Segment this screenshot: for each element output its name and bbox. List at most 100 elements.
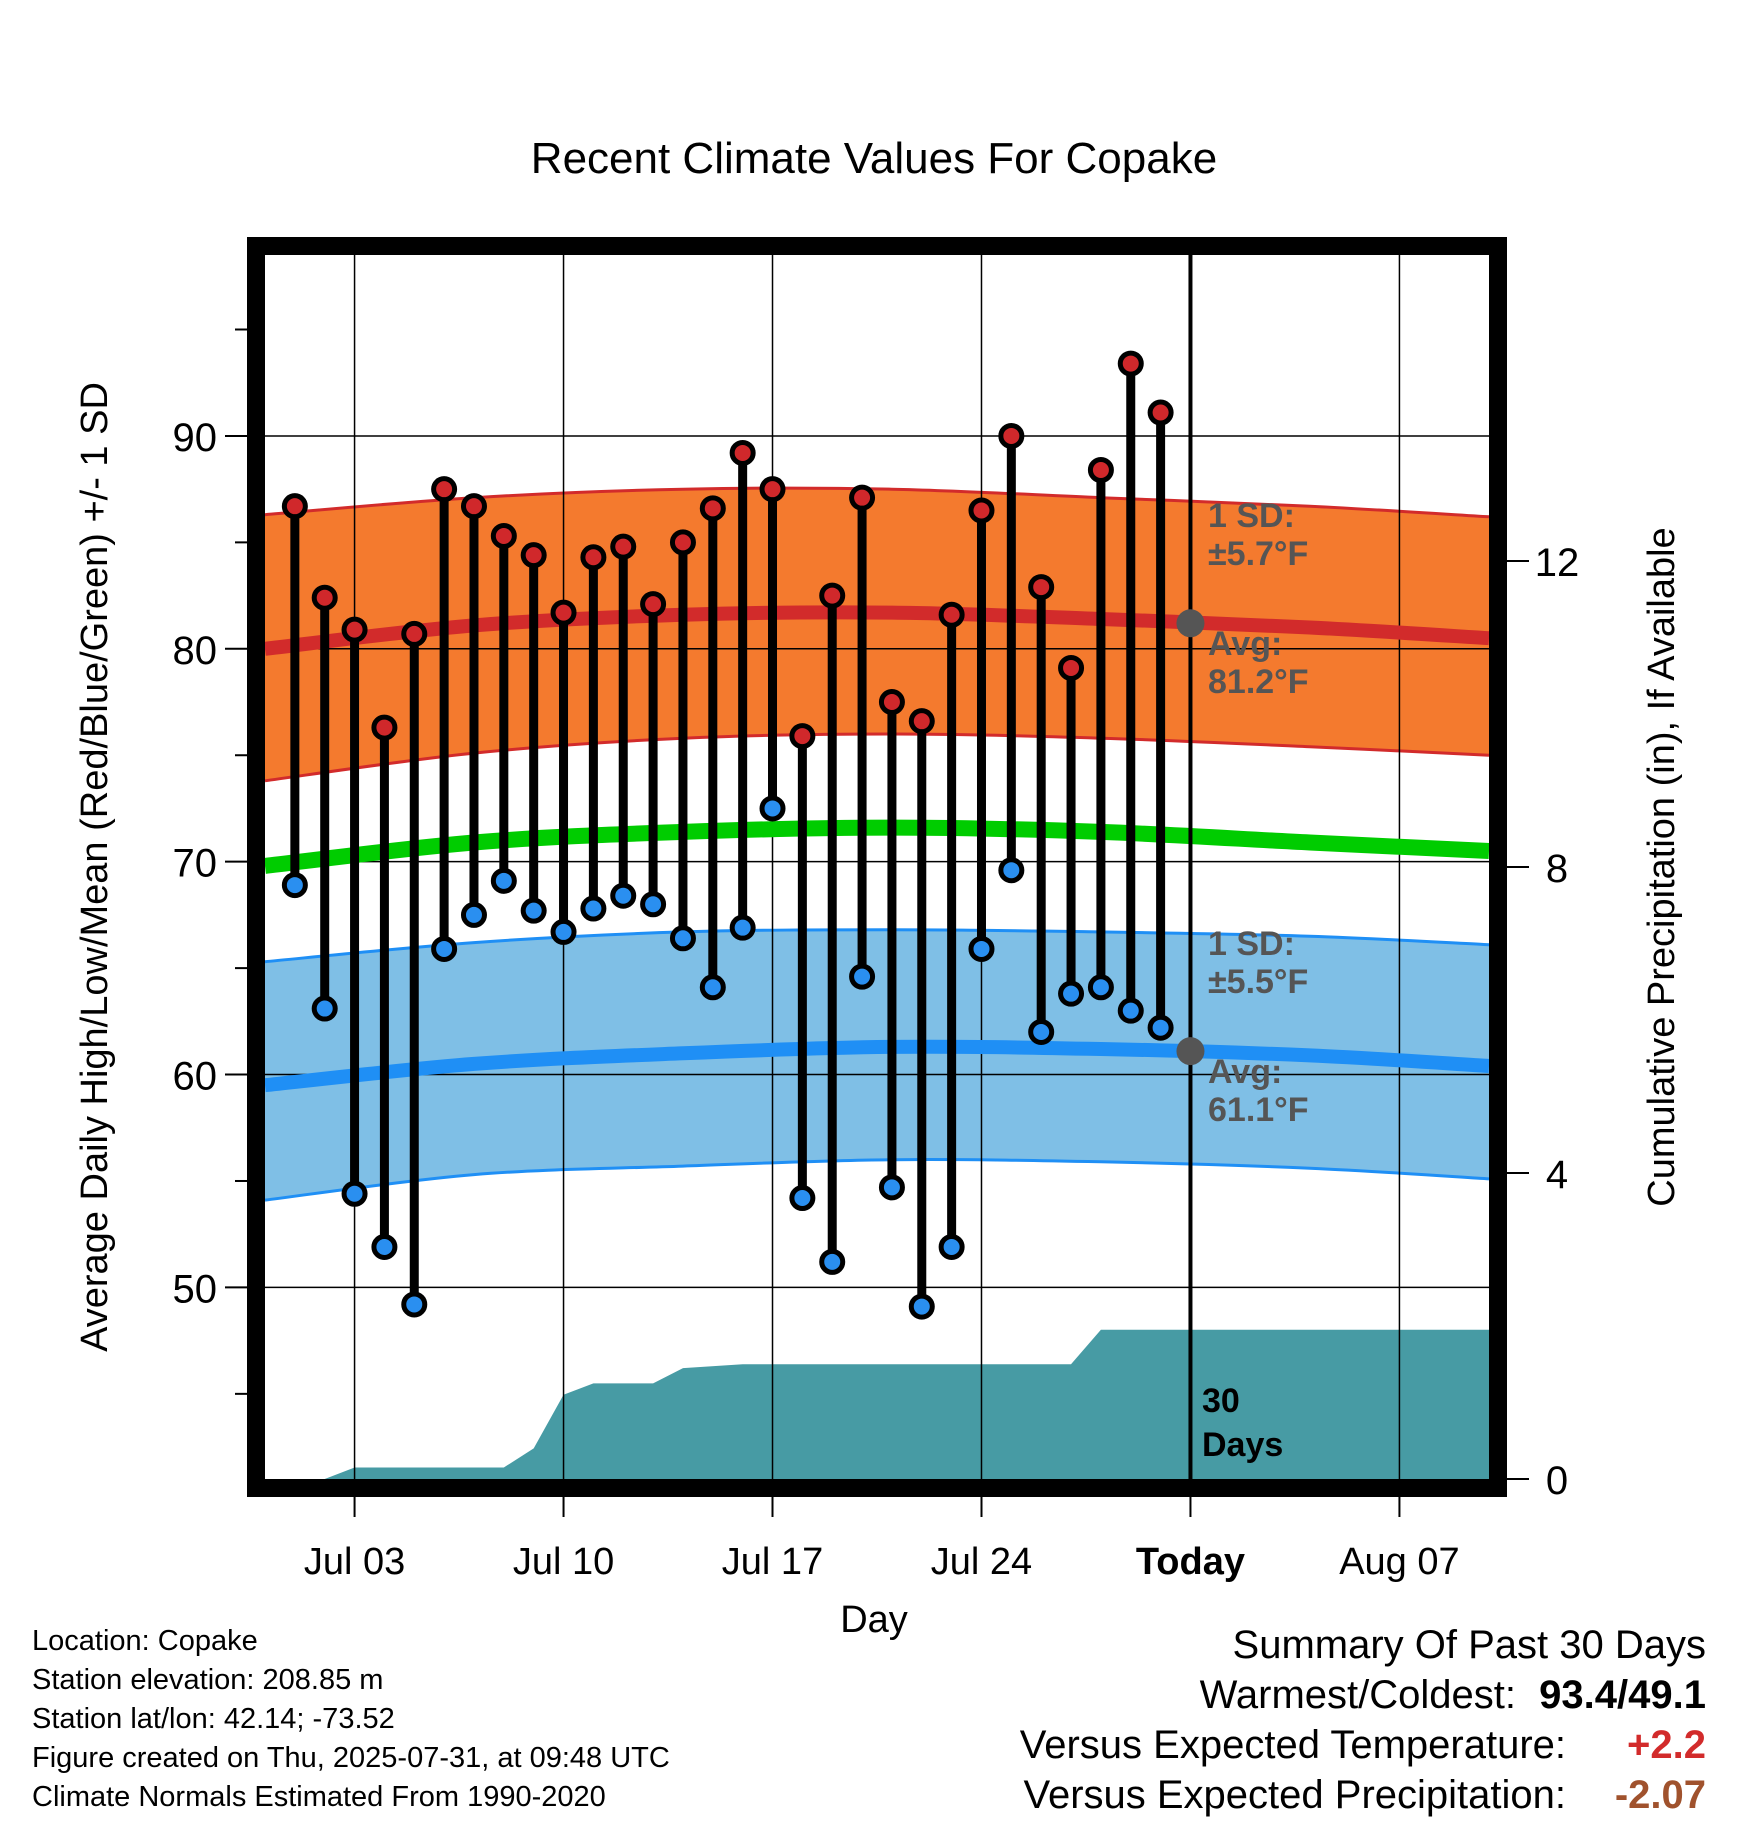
daily-high-point <box>1058 654 1085 681</box>
precip-vs-expected-value: -2.07 <box>1614 1773 1706 1817</box>
daily-high-point <box>610 533 637 560</box>
daily-high-point <box>640 591 667 618</box>
summary-warmest-coldest: Warmest/Coldest: 93.4/49.1 <box>1020 1670 1706 1720</box>
daily-high-point <box>849 484 876 511</box>
daily-low-point <box>908 1293 935 1320</box>
daily-high-point <box>311 584 338 611</box>
daily-low-point <box>1147 1014 1174 1041</box>
station-elevation: Station elevation: 208.85 m <box>32 1664 384 1696</box>
daily-low-point <box>968 935 995 962</box>
daily-high-point <box>669 529 696 556</box>
low-normal-band <box>265 929 1489 1201</box>
daily-low-point <box>460 901 487 928</box>
daily-low-point <box>1117 997 1144 1024</box>
warmest-coldest-label: Warmest/Coldest: <box>1199 1673 1516 1717</box>
warmest-coldest-value: 93.4/49.1 <box>1539 1673 1706 1717</box>
daily-low-point <box>729 914 756 941</box>
high-sd-label: 1 SD: <box>1208 497 1295 535</box>
low-avg-value: 61.1°F <box>1208 1091 1309 1129</box>
precip-vs-expected-label: Versus Expected Precipitation: <box>1023 1773 1566 1817</box>
high-normal-band <box>265 488 1489 781</box>
daily-high-point <box>460 493 487 520</box>
daily-low-point <box>849 963 876 990</box>
precip-area <box>265 1329 1489 1479</box>
daily-high-point <box>1117 350 1144 377</box>
daily-high-point <box>938 601 965 628</box>
daily-low-point <box>401 1291 428 1318</box>
daily-low-point <box>610 882 637 909</box>
daily-low-point <box>371 1233 398 1260</box>
figure-created: Figure created on Thu, 2025-07-31, at 09… <box>32 1742 670 1774</box>
daily-high-point <box>908 708 935 735</box>
low-sd-value: ±5.5°F <box>1208 963 1308 1001</box>
x-tick-label: Jul 03 <box>304 1541 405 1583</box>
axes: 50 60 70 80 90 0 4 8 12 Jul 03 Jul 10 Jul 17 Jul 24 T… <box>173 328 1580 1583</box>
x-tick-label: Jul 10 <box>513 1541 614 1583</box>
x-tick-label: Aug 07 <box>1339 1541 1459 1583</box>
daily-high-point <box>789 723 816 750</box>
daily-high-point <box>1087 456 1114 483</box>
y-axis-right-label: Cumulative Precipitation (in), If Availa… <box>1641 527 1683 1206</box>
daily-high-point <box>819 582 846 609</box>
daily-low-point <box>640 891 667 918</box>
y-right-tick-label: 4 <box>1546 1153 1568 1197</box>
daily-high-point <box>1028 574 1055 601</box>
daily-high-point <box>401 620 428 647</box>
daily-high-point <box>580 544 607 571</box>
daily-low-point <box>550 918 577 945</box>
daily-low-point <box>311 995 338 1022</box>
normals-period: Climate Normals Estimated From 1990-2020 <box>32 1781 606 1813</box>
y-left-tick-label: 80 <box>173 629 218 673</box>
summary-temperature: Versus Expected Temperature: +2.2 <box>1020 1720 1706 1770</box>
station-location: Location: Copake <box>32 1625 258 1657</box>
period-unit: Days <box>1202 1426 1283 1464</box>
high-sd-value: ±5.7°F <box>1208 535 1308 573</box>
daily-low-point <box>789 1185 816 1212</box>
station-info: Location: Copake Station elevation: 208.… <box>32 1622 670 1817</box>
y-left-tick-label: 90 <box>173 416 218 460</box>
high-avg-value: 81.2°F <box>1208 663 1309 701</box>
daily-low-point <box>998 857 1025 884</box>
y-left-tick-label: 70 <box>173 842 218 886</box>
daily-high-point <box>998 422 1025 449</box>
daily-low-point <box>490 867 517 894</box>
summary-precipitation: Versus Expected Precipitation: -2.07 <box>1020 1770 1706 1820</box>
daily-low-point <box>669 925 696 952</box>
x-tick-label: Today <box>1136 1541 1245 1583</box>
y-right-tick-label: 12 <box>1535 541 1580 585</box>
daily-low-point <box>431 935 458 962</box>
period-number: 30 <box>1202 1382 1240 1420</box>
temp-vs-expected-value: +2.2 <box>1627 1723 1706 1767</box>
y-right-tick-label: 0 <box>1546 1459 1568 1503</box>
daily-high-point <box>550 599 577 626</box>
today-avg-high-marker <box>1176 609 1205 638</box>
daily-low-point <box>1028 1018 1055 1045</box>
period-annotation: 30 Days <box>1202 1382 1283 1464</box>
x-tick-label: Jul 24 <box>931 1541 1032 1583</box>
daily-low-point <box>520 897 547 924</box>
daily-low-point <box>1058 980 1085 1007</box>
y-right-tick-label: 8 <box>1546 847 1568 891</box>
y-left-tick-label: 60 <box>173 1055 218 1099</box>
daily-high-point <box>520 542 547 569</box>
chart-title: Recent Climate Values For Copake <box>531 134 1217 183</box>
daily-high-point <box>968 497 995 524</box>
x-axis-label: Day <box>840 1599 908 1641</box>
daily-high-point <box>490 522 517 549</box>
daily-high-point <box>878 689 905 716</box>
daily-low-point <box>341 1180 368 1207</box>
daily-high-point <box>759 476 786 503</box>
daily-low-point <box>759 795 786 822</box>
y-left-tick-label: 50 <box>173 1267 218 1311</box>
high-annotation: 1 SD: ±5.7°F Avg: 81.2°F <box>1208 497 1309 701</box>
daily-low-point <box>699 974 726 1001</box>
daily-high-point <box>1147 399 1174 426</box>
low-annotation: 1 SD: ±5.5°F Avg: 61.1°F <box>1208 925 1309 1129</box>
plot-border <box>247 237 1507 1497</box>
y-axis-left-label: Average Daily High/Low/Mean (Red/Blue/Gr… <box>74 382 116 1352</box>
temp-vs-expected-label: Versus Expected Temperature: <box>1019 1723 1566 1767</box>
daily-high-point <box>281 493 308 520</box>
daily-high-point <box>729 439 756 466</box>
high-avg-label: Avg: <box>1208 625 1282 663</box>
